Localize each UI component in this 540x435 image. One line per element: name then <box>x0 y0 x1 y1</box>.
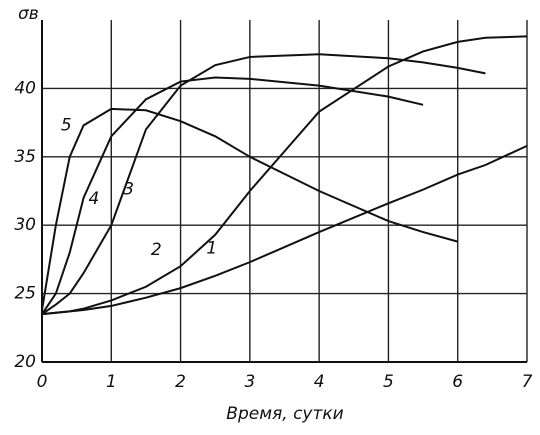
x-tick-label: 0 <box>37 372 48 392</box>
x-tick-label: 1 <box>106 372 117 392</box>
y-tick-label: 30 <box>14 215 36 235</box>
curve-label: 2 <box>151 240 162 260</box>
y-tick-label: 20 <box>14 352 36 372</box>
x-tick-label: 4 <box>314 372 325 392</box>
x-tick-label: 3 <box>244 372 255 392</box>
x-axis-label: Время, сутки <box>226 404 343 424</box>
curve <box>41 53 486 315</box>
y-axis-label: σв <box>18 4 39 24</box>
curve <box>41 35 528 316</box>
x-tick-label: 5 <box>383 372 394 392</box>
y-tick-label: 25 <box>14 284 36 304</box>
y-tick-label: 35 <box>14 147 36 167</box>
curve-label: 1 <box>206 238 217 258</box>
curve-label: 4 <box>89 189 100 209</box>
x-tick-label: 6 <box>452 372 463 392</box>
x-tick-label: 7 <box>522 372 533 392</box>
x-tick-label: 2 <box>175 372 186 392</box>
curve <box>41 144 528 316</box>
curve-label: 5 <box>61 115 72 135</box>
curve <box>41 76 424 315</box>
curve-label: 3 <box>123 180 134 200</box>
curve <box>41 107 458 311</box>
y-tick-label: 40 <box>14 78 36 98</box>
